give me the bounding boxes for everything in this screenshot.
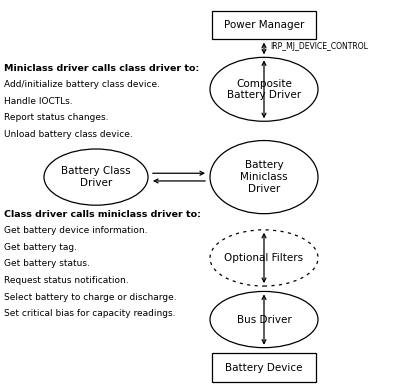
- Text: Set critical bias for capacity readings.: Set critical bias for capacity readings.: [4, 309, 176, 318]
- Text: Select battery to charge or discharge.: Select battery to charge or discharge.: [4, 293, 177, 301]
- Ellipse shape: [210, 57, 318, 121]
- FancyBboxPatch shape: [212, 10, 316, 39]
- Text: Report status changes.: Report status changes.: [4, 113, 108, 122]
- Text: Get battery status.: Get battery status.: [4, 259, 90, 268]
- Text: Composite
Battery Driver: Composite Battery Driver: [227, 79, 301, 100]
- FancyBboxPatch shape: [212, 353, 316, 382]
- Text: Add/initialize battery class device.: Add/initialize battery class device.: [4, 80, 160, 89]
- Text: Bus Driver: Bus Driver: [237, 315, 291, 325]
- Text: Handle IOCTLs.: Handle IOCTLs.: [4, 97, 73, 105]
- Text: Get battery tag.: Get battery tag.: [4, 243, 77, 252]
- Text: Battery Device: Battery Device: [225, 363, 303, 373]
- Text: Optional Filters: Optional Filters: [224, 253, 304, 263]
- Ellipse shape: [210, 141, 318, 214]
- Text: Unload battery class device.: Unload battery class device.: [4, 130, 133, 139]
- Text: Battery Class
Driver: Battery Class Driver: [61, 166, 131, 188]
- Text: Class driver calls miniclass driver to:: Class driver calls miniclass driver to:: [4, 210, 201, 219]
- Text: IRP_MJ_DEVICE_CONTROL: IRP_MJ_DEVICE_CONTROL: [270, 42, 368, 52]
- Text: Get battery device information.: Get battery device information.: [4, 226, 148, 235]
- Ellipse shape: [44, 149, 148, 205]
- Ellipse shape: [210, 291, 318, 348]
- Text: Miniclass driver calls class driver to:: Miniclass driver calls class driver to:: [4, 64, 199, 72]
- Ellipse shape: [210, 230, 318, 286]
- Text: Power Manager: Power Manager: [224, 20, 304, 30]
- Text: Battery
Miniclass
Driver: Battery Miniclass Driver: [240, 161, 288, 194]
- Text: Request status notification.: Request status notification.: [4, 276, 129, 285]
